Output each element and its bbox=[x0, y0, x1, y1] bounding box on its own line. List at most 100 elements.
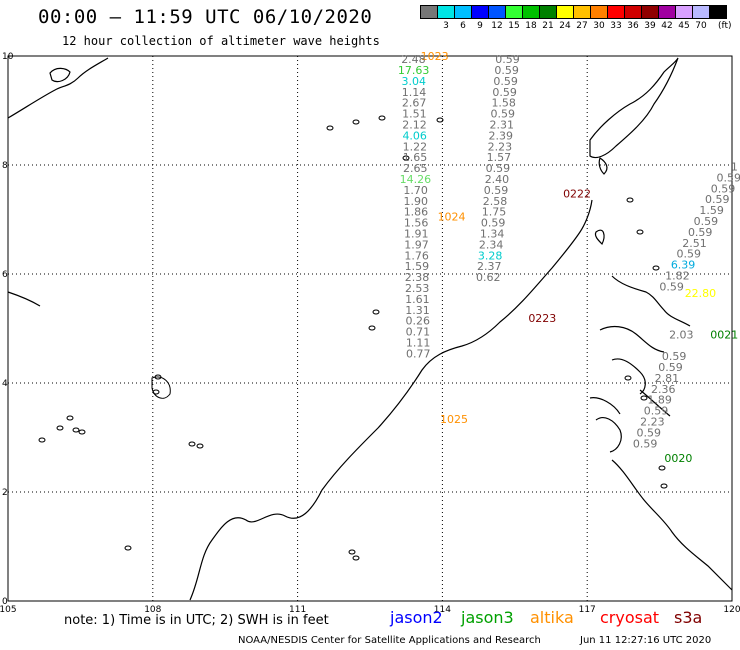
colorbar-swatch bbox=[437, 5, 455, 19]
coastline bbox=[589, 397, 621, 415]
longitude-tick-label: 120 bbox=[723, 605, 740, 615]
island-outline bbox=[402, 155, 410, 161]
swh-value-label: 2.51 bbox=[682, 237, 707, 250]
colorbar-swatch bbox=[692, 5, 710, 19]
swh-value-label: 1.11 bbox=[406, 336, 431, 349]
coastline bbox=[189, 199, 593, 601]
island-outline bbox=[372, 309, 380, 315]
colorbar-tick-label: 9 bbox=[477, 21, 483, 31]
colorbar-swatch bbox=[641, 5, 659, 19]
swh-value-label: 2.38 bbox=[405, 271, 430, 284]
coastline bbox=[639, 389, 671, 417]
swh-value-label: 0.59 bbox=[495, 53, 520, 66]
colorbar-tick-label: 12 bbox=[491, 21, 503, 31]
swh-value-label: 3.04 bbox=[402, 75, 427, 88]
island-outline bbox=[348, 549, 356, 555]
swh-value-label: 0.26 bbox=[405, 315, 430, 328]
track-time-label: 0223 bbox=[528, 312, 556, 325]
coastline bbox=[7, 291, 41, 307]
colorbar-swatch bbox=[658, 5, 676, 19]
swh-value-label: 1.70 bbox=[403, 184, 428, 197]
colorbar-swatch bbox=[505, 5, 523, 19]
swh-value-label: 0.59 bbox=[484, 184, 509, 197]
latitude-tick-label: 4 bbox=[2, 379, 8, 389]
colorbar-tick-label: 27 bbox=[576, 21, 588, 31]
swh-value-label: 2.34 bbox=[479, 238, 504, 251]
colorbar-tick-label: 42 bbox=[661, 21, 673, 31]
colorbar-swatch bbox=[539, 5, 557, 19]
track-time-label: 1023 bbox=[421, 50, 449, 63]
swh-value-label: 2.23 bbox=[640, 416, 665, 429]
island-outline bbox=[378, 115, 386, 121]
island-outline bbox=[78, 429, 86, 435]
swh-value-label: 1 bbox=[731, 160, 738, 173]
swh-value-label: 0.59 bbox=[494, 64, 519, 77]
colorbar-swatch bbox=[709, 5, 727, 19]
swh-value-label: 2.03 bbox=[669, 328, 694, 341]
latitude-tick-label: 8 bbox=[2, 161, 8, 171]
latitude-tick-label: 0 bbox=[2, 597, 8, 607]
island-outline bbox=[188, 441, 196, 447]
swh-value-label: 0.59 bbox=[688, 226, 713, 239]
island-outline bbox=[196, 443, 204, 449]
coastline bbox=[598, 157, 608, 175]
island-outline bbox=[436, 117, 444, 123]
swh-value-label: 0.59 bbox=[662, 350, 687, 363]
swh-value-label: 2.36 bbox=[651, 383, 676, 396]
island-outline bbox=[72, 427, 80, 433]
longitude-tick-label: 114 bbox=[434, 605, 451, 615]
island-outline bbox=[626, 197, 634, 203]
satellite-label-jason3: jason3 bbox=[461, 608, 514, 627]
swh-value-label: 0.59 bbox=[694, 215, 719, 228]
island-outline bbox=[660, 483, 668, 489]
swh-value-label: 1.76 bbox=[404, 249, 429, 262]
colorbar-swatch bbox=[522, 5, 540, 19]
track-time-label: 0021 bbox=[710, 328, 738, 341]
credit-line: NOAA/NESDIS Center for Satellite Applica… bbox=[238, 635, 541, 646]
latitude-tick-label: 6 bbox=[2, 270, 8, 280]
colorbar-swatch bbox=[607, 5, 625, 19]
swh-value-label: 1.65 bbox=[403, 151, 428, 164]
longitude-tick-label: 108 bbox=[144, 605, 161, 615]
swh-value-label: 2.39 bbox=[489, 129, 514, 142]
swh-value-label: 0.59 bbox=[644, 405, 669, 418]
swh-value-label: 2.37 bbox=[477, 260, 502, 273]
coastline bbox=[594, 229, 605, 246]
island-outline bbox=[658, 465, 666, 471]
swh-value-label: 0.59 bbox=[486, 162, 511, 175]
swh-value-label: 1.57 bbox=[487, 151, 512, 164]
swh-value-label: 1.61 bbox=[405, 293, 430, 306]
colorbar-tick-label: 36 bbox=[627, 21, 639, 31]
coastline bbox=[611, 459, 733, 591]
swh-value-label: 0.59 bbox=[636, 426, 661, 439]
swh-value-label: 2.48 bbox=[401, 53, 426, 66]
colorbar-tick-label: 6 bbox=[460, 21, 466, 31]
track-time-label: 1025 bbox=[440, 413, 468, 426]
swh-value-label: 3.28 bbox=[478, 249, 503, 262]
swh-value-label: 2.67 bbox=[402, 97, 427, 110]
colorbar-tick-label: 70 bbox=[695, 21, 707, 31]
swh-value-label: 2.40 bbox=[485, 173, 510, 186]
colorbar-tick-label: 30 bbox=[593, 21, 605, 31]
swh-value-label: 1.59 bbox=[699, 204, 724, 217]
track-time-label: 0020 bbox=[664, 452, 692, 465]
swh-value-label: 17.63 bbox=[398, 64, 430, 77]
swh-value-label: 1.89 bbox=[647, 394, 672, 407]
colorbar-swatch bbox=[454, 5, 472, 19]
swh-value-label: 2.23 bbox=[488, 140, 513, 153]
colorbar-tick-label: 21 bbox=[542, 21, 554, 31]
colorbar-swatch bbox=[590, 5, 608, 19]
swh-value-label: 0.59 bbox=[493, 75, 518, 88]
swh-value-label: 0.59 bbox=[633, 437, 658, 450]
colorbar-swatch bbox=[488, 5, 506, 19]
swh-value-label: 1.86 bbox=[404, 206, 429, 219]
swh-value-label: 0.59 bbox=[659, 280, 684, 293]
map-title: 00:00 – 11:59 UTC 06/10/2020 bbox=[38, 6, 373, 28]
swh-value-label: 0.62 bbox=[476, 271, 501, 284]
map-subtitle: 12 hour collection of altimeter wave hei… bbox=[62, 34, 380, 48]
coastline bbox=[589, 57, 679, 159]
swh-value-label: 6.39 bbox=[671, 259, 696, 272]
island-outline bbox=[640, 395, 648, 401]
latitude-tick-label: 2 bbox=[2, 488, 8, 498]
